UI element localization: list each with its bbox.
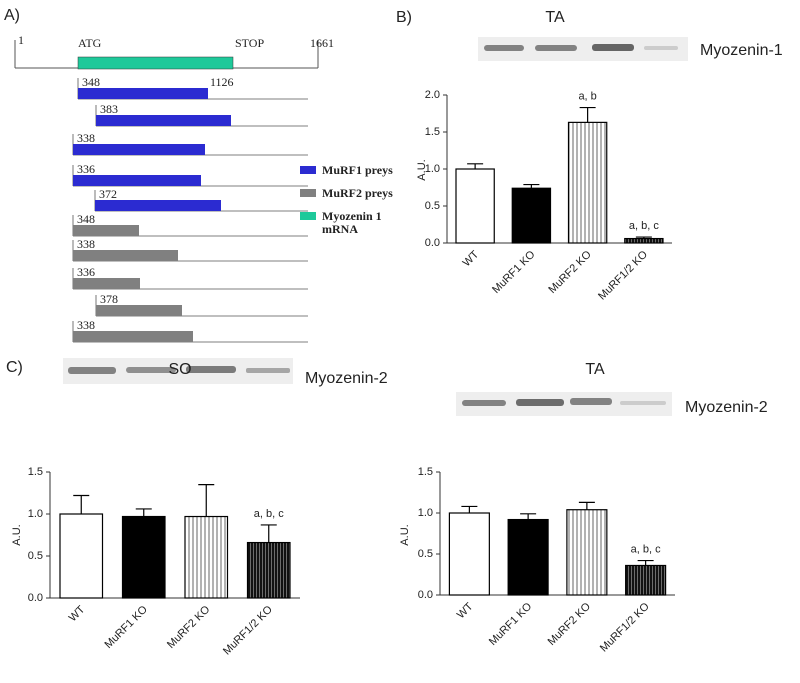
bar (455, 168, 495, 244)
legend-swatch (300, 189, 316, 197)
y-tick-label: 1.0 (425, 163, 440, 175)
map-label: ATG (78, 36, 102, 50)
bar (566, 509, 608, 596)
prey-label: 336 (77, 162, 95, 176)
annotation: a, b, c (631, 544, 661, 556)
panel-label: A) (4, 7, 20, 24)
y-tick-label: 0.0 (425, 237, 440, 249)
prey-label: 372 (99, 187, 117, 201)
y-tick-label: 2.0 (425, 89, 440, 101)
prey-bar (73, 250, 178, 261)
prey-label: 378 (100, 292, 118, 306)
map-label: 1 (18, 33, 24, 47)
bar (624, 237, 664, 244)
legend-label: mRNA (322, 222, 358, 236)
blot (456, 392, 672, 416)
y-tick-label: 1.0 (418, 507, 433, 519)
bar (184, 515, 229, 599)
prey-bar (73, 144, 205, 155)
legend-swatch (300, 212, 316, 220)
prey-label: 1126 (210, 75, 234, 89)
panel-label: C) (6, 359, 23, 376)
prey-label: 383 (100, 102, 118, 116)
legend-label: MuRF1 preys (322, 163, 393, 177)
prey-label: 338 (77, 131, 95, 145)
y-tick-label: 1.0 (28, 508, 43, 520)
y-tick-label: 0.5 (418, 548, 433, 560)
x-tick-label: MuRF2 KO (165, 603, 213, 651)
chart-title: SO (168, 361, 191, 378)
legend-label: MuRF2 preys (322, 186, 393, 200)
panel-label: B) (396, 9, 412, 26)
legend-label: Myozenin 1 (322, 209, 382, 223)
prey-bar (78, 88, 208, 99)
legend-swatch (300, 166, 316, 174)
bar (511, 187, 552, 244)
bar (121, 515, 166, 599)
x-tick-label: MuRF2 KO (546, 600, 594, 648)
x-tick-label: MuRF1/2 KO (221, 603, 275, 657)
prey-label: 338 (77, 318, 95, 332)
chart-title: TA (585, 361, 605, 378)
bar (59, 513, 104, 599)
y-tick-label: 0.0 (28, 592, 43, 604)
y-axis-label: A.U. (416, 159, 428, 180)
prey-bar (95, 200, 221, 211)
y-tick-label: 0.0 (418, 589, 433, 601)
blot (478, 37, 688, 61)
x-tick-label: WT (67, 603, 88, 624)
y-tick-label: 1.5 (425, 126, 440, 138)
x-tick-label: MuRF1 KO (490, 248, 538, 296)
blot-label: Myozenin-2 (305, 370, 388, 387)
prey-bar (73, 278, 140, 289)
x-tick-label: WT (461, 248, 482, 269)
blot-label: Myozenin-1 (700, 42, 783, 59)
x-tick-label: MuRF1/2 KO (596, 248, 650, 302)
y-tick-label: 0.5 (28, 550, 43, 562)
y-tick-label: 0.5 (425, 200, 440, 212)
prey-label: 336 (77, 265, 95, 279)
prey-bar (96, 115, 231, 126)
bar (567, 121, 608, 244)
y-axis-label: A.U. (399, 524, 411, 545)
prey-label: 338 (77, 237, 95, 251)
x-tick-label: MuRF1/2 KO (598, 600, 652, 654)
y-tick-label: 1.5 (28, 466, 43, 478)
prey-bar (73, 225, 139, 236)
annotation: a, b, c (629, 220, 659, 232)
chart-title: TA (545, 9, 565, 26)
annotation: a, b (578, 91, 596, 103)
map-label: 1661 (310, 36, 334, 50)
prey-bar (96, 305, 182, 316)
map-label: STOP (235, 36, 264, 50)
prey-bar (73, 331, 193, 342)
blot-label: Myozenin-2 (685, 399, 768, 416)
bar (246, 541, 291, 599)
y-tick-label: 1.5 (418, 466, 433, 478)
x-tick-label: MuRF1 KO (102, 603, 150, 651)
x-tick-label: WT (455, 600, 476, 621)
bar (448, 512, 490, 596)
bar (507, 518, 549, 596)
blot (63, 358, 293, 384)
y-axis-label: A.U. (11, 524, 23, 545)
annotation: a, b, c (254, 508, 284, 520)
prey-bar (73, 175, 201, 186)
bar (625, 564, 667, 596)
mrna-box (77, 56, 234, 70)
x-tick-label: MuRF1 KO (487, 600, 535, 648)
prey-label: 348 (77, 212, 95, 226)
prey-label: 348 (82, 75, 100, 89)
x-tick-label: MuRF2 KO (546, 248, 594, 296)
